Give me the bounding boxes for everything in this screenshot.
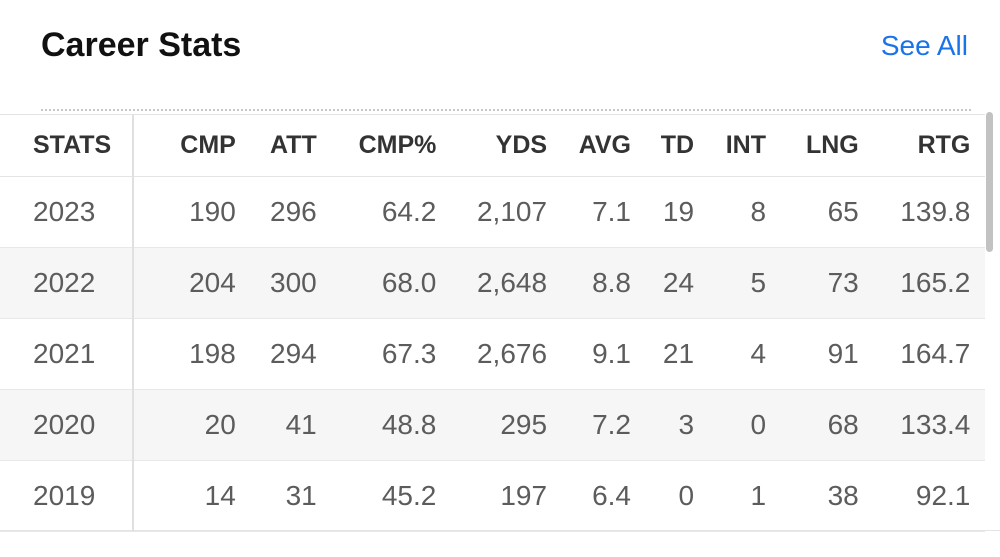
cell-lng: 38 — [827, 480, 859, 511]
cell-cmp: 14 — [204, 480, 236, 511]
cell-int: 0 — [750, 409, 767, 440]
cell-cmp-pct: 68.0 — [381, 267, 437, 298]
cell-year: 2023 — [0, 176, 135, 248]
table-row: 2021 198 294 67.3 2,676 9.1 21 4 91 164.… — [0, 318, 985, 390]
cell-avg: 7.2 — [592, 409, 632, 440]
cell-td: 3 — [678, 409, 695, 440]
cell-rtg: 165.2 — [900, 267, 971, 298]
cell-rtg: 133.4 — [900, 409, 971, 440]
column-header-lng[interactable]: LNG — [805, 131, 859, 159]
cell-cmp-pct: 48.8 — [381, 409, 437, 440]
card-header: Career Stats See All — [0, 0, 1000, 112]
column-header-avg[interactable]: AVG — [578, 131, 632, 159]
header-spacer — [970, 115, 985, 177]
cell-yds: 295 — [500, 409, 548, 440]
row-spacer — [970, 248, 985, 319]
row-spacer — [970, 390, 985, 461]
cell-cmp-pct: 67.3 — [381, 338, 437, 369]
cell-year: 2021 — [0, 318, 135, 390]
column-header-rtg[interactable]: RTG — [917, 131, 971, 159]
table-row: 2019 14 31 45.2 197 6.4 0 1 38 92.1 — [0, 460, 985, 532]
cell-rtg: 92.1 — [915, 480, 971, 511]
cell-lng: 68 — [827, 409, 859, 440]
column-header-td[interactable]: TD — [660, 131, 695, 159]
card-title: Career Stats — [41, 26, 242, 64]
cell-cmp-pct: 45.2 — [381, 480, 437, 511]
cell-yds: 2,648 — [476, 267, 548, 298]
cell-year: 2022 — [0, 247, 135, 319]
vertical-scrollbar[interactable] — [986, 112, 993, 252]
cell-td: 0 — [678, 480, 695, 511]
column-header-int[interactable]: INT — [725, 131, 767, 159]
cell-avg: 8.8 — [592, 267, 632, 298]
column-header-cmp-pct[interactable]: CMP% — [358, 131, 437, 159]
cell-att: 41 — [285, 409, 317, 440]
cell-att: 296 — [270, 196, 317, 227]
cell-cmp: 198 — [189, 338, 236, 369]
cell-lng: 65 — [827, 196, 859, 227]
cell-year: 2020 — [0, 389, 135, 461]
row-spacer — [970, 461, 985, 532]
cell-int: 4 — [750, 338, 767, 369]
cell-int: 1 — [750, 480, 767, 511]
cell-avg: 7.1 — [592, 196, 632, 227]
cell-yds: 197 — [500, 480, 548, 511]
table-row: 2022 204 300 68.0 2,648 8.8 24 5 73 165.… — [0, 247, 985, 319]
cell-cmp: 204 — [189, 267, 236, 298]
column-header-stats[interactable]: STATS — [0, 114, 135, 177]
cell-avg: 6.4 — [592, 480, 632, 511]
cell-yds: 2,676 — [476, 338, 548, 369]
cell-lng: 73 — [827, 267, 859, 298]
cell-int: 8 — [750, 196, 767, 227]
stats-table: STATS CMP ATT CMP% YDS AVG TD INT LNG RT… — [0, 114, 985, 532]
cell-cmp: 20 — [204, 409, 236, 440]
cell-td: 19 — [662, 196, 695, 227]
bottom-divider — [0, 530, 1000, 531]
cell-att: 31 — [285, 480, 317, 511]
table-header-row: STATS CMP ATT CMP% YDS AVG TD INT LNG RT… — [0, 114, 985, 177]
cell-year: 2019 — [0, 460, 135, 532]
see-all-link[interactable]: See All — [880, 30, 968, 61]
cell-yds: 2,107 — [476, 196, 548, 227]
cell-cmp-pct: 64.2 — [381, 196, 437, 227]
header-divider — [41, 109, 971, 111]
cell-avg: 9.1 — [592, 338, 632, 369]
cell-att: 294 — [270, 338, 317, 369]
cell-td: 21 — [662, 338, 695, 369]
cell-td: 24 — [662, 267, 695, 298]
cell-int: 5 — [750, 267, 767, 298]
table-row: 2020 20 41 48.8 295 7.2 3 0 68 133.4 — [0, 389, 985, 461]
cell-rtg: 139.8 — [900, 196, 971, 227]
column-header-cmp[interactable]: CMP — [180, 131, 236, 159]
table-row: 2023 190 296 64.2 2,107 7.1 19 8 65 139.… — [0, 176, 985, 248]
cell-cmp: 190 — [189, 196, 236, 227]
row-spacer — [970, 319, 985, 390]
cell-att: 300 — [270, 267, 317, 298]
cell-lng: 91 — [827, 338, 859, 369]
column-header-yds[interactable]: YDS — [495, 131, 548, 159]
cell-rtg: 164.7 — [900, 338, 971, 369]
column-header-att[interactable]: ATT — [269, 131, 317, 159]
row-spacer — [970, 177, 985, 248]
